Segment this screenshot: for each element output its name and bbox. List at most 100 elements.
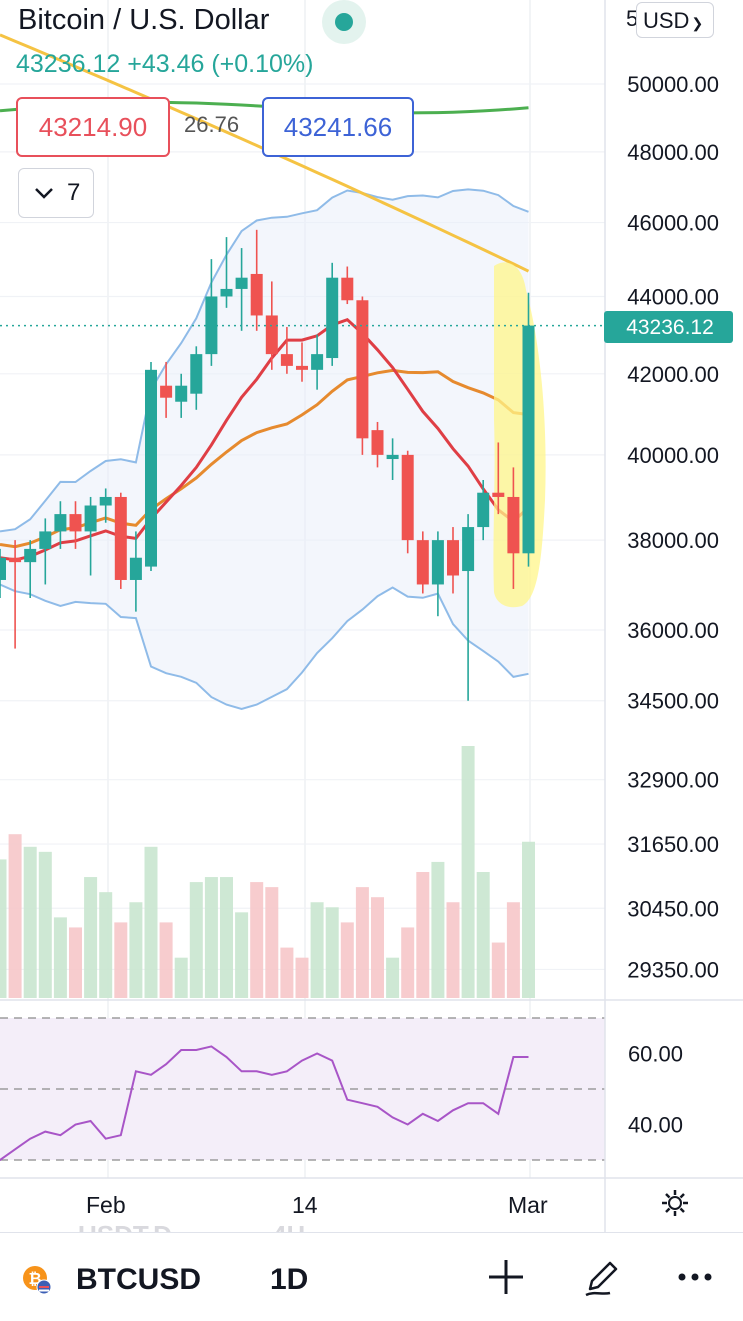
volume-bar <box>144 846 158 998</box>
volume-bar <box>325 907 339 998</box>
price-axis-label: 36000.00 <box>627 618 719 643</box>
time-label-feb: Feb <box>86 1192 126 1218</box>
chevron-down-icon <box>35 188 53 199</box>
candle-body <box>175 385 188 402</box>
candle-body <box>341 277 354 301</box>
more-dots-shape <box>678 1273 712 1281</box>
candle-body <box>371 430 384 455</box>
price-axis-label: 44000.00 <box>627 284 719 309</box>
candle-body <box>462 527 475 572</box>
price-axis[interactable]: 50000.00 48000.00 46000.00 44000.00 42000.00… <box>626 6 719 982</box>
volume-bar <box>371 897 384 998</box>
candle-body <box>386 454 399 460</box>
buy-price-button[interactable]: 43241.66 <box>262 97 414 157</box>
candle-body <box>447 540 459 576</box>
volume-bar <box>189 882 203 998</box>
volume-bar <box>69 927 82 998</box>
volume-bar <box>204 877 218 998</box>
time-label-14: 14 <box>292 1192 318 1218</box>
volume-bar <box>295 957 309 998</box>
rsi-axis[interactable]: 60.00 40.00 <box>628 1042 683 1138</box>
volume-bar <box>235 912 249 998</box>
symbol-button[interactable]: BTCUSD <box>76 1263 201 1296</box>
bollinger-lower-line <box>0 583 529 710</box>
candle-body <box>160 385 173 398</box>
volume-bar <box>522 841 535 998</box>
price-axis-label: 32900.00 <box>627 768 719 793</box>
more-dots-icon[interactable] <box>676 1257 716 1299</box>
volume-bar <box>0 859 7 998</box>
candle-body <box>84 505 97 532</box>
price-axis-label: 46000.00 <box>627 211 719 236</box>
market-status-dot <box>322 0 366 44</box>
rsi-axis-label: 60.00 <box>628 1042 683 1067</box>
candle-body <box>145 369 157 567</box>
volume-bar <box>84 877 98 998</box>
volume-bar <box>23 846 37 998</box>
volume-bar <box>174 957 188 998</box>
price-axis-label: 38000.00 <box>627 528 719 553</box>
sell-price-button[interactable]: 43214.90 <box>16 97 170 157</box>
volume-bars <box>0 746 535 998</box>
gear-icon-shape <box>662 1190 688 1216</box>
price-axis-label: 42000.00 <box>627 362 719 387</box>
volume-bar <box>446 902 460 998</box>
price-change-line: 43236.12 +43.46 (+0.10%) <box>16 50 314 78</box>
currency-select[interactable]: USD ❯ <box>636 2 714 38</box>
gear-icon[interactable] <box>660 1188 690 1225</box>
price-axis-label: 40000.00 <box>627 443 719 468</box>
candle-body <box>311 354 324 370</box>
ma-red-line <box>0 317 530 562</box>
status-dot-icon <box>335 13 353 31</box>
volume-bar <box>310 902 324 998</box>
volume-bar <box>250 882 264 998</box>
price-axis-label: 30450.00 <box>627 896 719 921</box>
volume-bar <box>99 892 113 998</box>
candle-body <box>39 531 52 549</box>
candle-body <box>114 496 127 580</box>
candle-body <box>296 365 308 370</box>
candle-body <box>9 557 22 563</box>
price-axis-label: 50000.00 <box>627 72 719 97</box>
candle-body <box>265 315 278 355</box>
rsi-axis-label: 40.00 <box>628 1113 683 1138</box>
volume-bar <box>129 902 143 998</box>
volume-bar <box>401 927 415 998</box>
bollinger-band-fill <box>0 189 529 709</box>
indicator-count: 7 <box>67 179 81 206</box>
candle-body <box>250 273 263 316</box>
price-axis-label: 34500.00 <box>627 689 719 714</box>
candle-body <box>24 548 37 563</box>
candle-body <box>416 540 429 585</box>
candle-body <box>356 300 369 439</box>
volume-bar <box>8 834 22 998</box>
candle-body <box>99 496 112 506</box>
volume-bar <box>506 902 520 998</box>
volume-bar <box>114 922 128 998</box>
chart-canvas[interactable]: 50000.00 48000.00 46000.00 44000.00 42000.00… <box>0 0 743 1232</box>
candle-body <box>431 540 444 585</box>
plus-icon-shape <box>489 1260 523 1294</box>
price-axis-label-top: 5 <box>626 6 638 31</box>
time-label-mar: Mar <box>508 1192 548 1218</box>
candle-body <box>220 288 233 297</box>
volume-bar <box>476 872 490 998</box>
candle-body <box>477 492 490 528</box>
candle-body <box>280 354 293 366</box>
indicators-toggle-button[interactable]: 7 <box>18 168 94 218</box>
chevron-down-icon: ❯ <box>691 15 704 31</box>
timeframe-button[interactable]: 1D <box>270 1263 309 1296</box>
price-axis-label: 29350.00 <box>627 957 719 982</box>
volume-bar <box>340 922 354 998</box>
volume-bar <box>53 917 67 998</box>
volume-bar <box>220 877 233 998</box>
price-axis-label: 48000.00 <box>627 140 719 165</box>
pen-icon[interactable] <box>580 1255 624 1299</box>
candle-body <box>235 277 248 289</box>
volume-bar <box>461 746 475 998</box>
volume-bar <box>265 887 279 998</box>
candle-body <box>129 557 142 580</box>
spread-value: 26.76 <box>184 112 240 137</box>
plus-icon[interactable] <box>486 1257 526 1304</box>
volume-bar <box>159 922 173 998</box>
